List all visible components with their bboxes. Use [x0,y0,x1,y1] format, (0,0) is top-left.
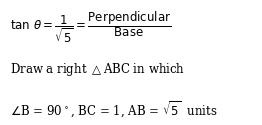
Text: Draw a right $\triangle$ABC in which: Draw a right $\triangle$ABC in which [10,62,186,78]
Text: $\angle$B = 90$^\circ$, BC = 1, AB = $\sqrt{5}$  units: $\angle$B = 90$^\circ$, BC = 1, AB = $\s… [10,100,218,120]
Text: $\tan\,\theta = \dfrac{1}{\sqrt{5}} = \dfrac{\mathrm{Perpendicular}}{\mathrm{Bas: $\tan\,\theta = \dfrac{1}{\sqrt{5}} = \d… [10,10,172,45]
